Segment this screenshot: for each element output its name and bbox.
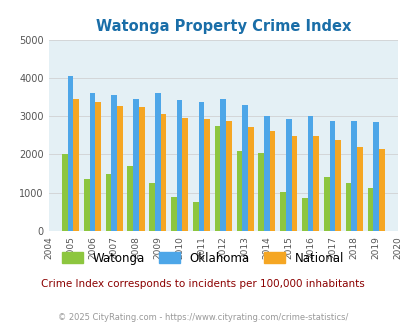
Bar	[171, 197, 177, 231]
Bar	[291, 136, 296, 231]
Bar	[95, 102, 100, 231]
Bar	[198, 102, 204, 231]
Bar	[62, 154, 68, 231]
Bar	[236, 150, 242, 231]
Bar	[351, 121, 356, 231]
Bar	[285, 119, 291, 231]
Bar	[247, 127, 253, 231]
Bar	[149, 183, 155, 231]
Bar	[133, 99, 139, 231]
Bar	[182, 118, 188, 231]
Bar	[242, 105, 247, 231]
Bar	[105, 174, 111, 231]
Text: © 2025 CityRating.com - https://www.cityrating.com/crime-statistics/: © 2025 CityRating.com - https://www.city…	[58, 313, 347, 322]
Bar	[160, 114, 166, 231]
Bar	[279, 192, 285, 231]
Title: Watonga Property Crime Index: Watonga Property Crime Index	[95, 19, 350, 34]
Bar	[307, 116, 313, 231]
Bar	[226, 121, 231, 231]
Text: Crime Index corresponds to incidents per 100,000 inhabitants: Crime Index corresponds to incidents per…	[41, 279, 364, 289]
Bar	[329, 121, 335, 231]
Bar	[367, 188, 372, 231]
Bar	[117, 106, 122, 231]
Bar	[204, 119, 209, 231]
Bar	[111, 95, 117, 231]
Bar	[264, 116, 269, 231]
Bar	[372, 122, 378, 231]
Bar	[68, 76, 73, 231]
Bar	[90, 93, 95, 231]
Bar	[269, 131, 275, 231]
Bar	[155, 93, 160, 231]
Bar	[192, 202, 198, 231]
Bar	[345, 183, 351, 231]
Bar	[323, 177, 329, 231]
Legend: Watonga, Oklahoma, National: Watonga, Oklahoma, National	[57, 247, 348, 269]
Bar	[313, 136, 318, 231]
Bar	[177, 100, 182, 231]
Bar	[214, 126, 220, 231]
Bar	[301, 198, 307, 231]
Bar	[258, 152, 264, 231]
Bar	[378, 149, 384, 231]
Bar	[127, 166, 133, 231]
Bar	[84, 179, 90, 231]
Bar	[220, 99, 226, 231]
Bar	[356, 147, 362, 231]
Bar	[73, 99, 79, 231]
Bar	[139, 107, 144, 231]
Bar	[335, 140, 340, 231]
